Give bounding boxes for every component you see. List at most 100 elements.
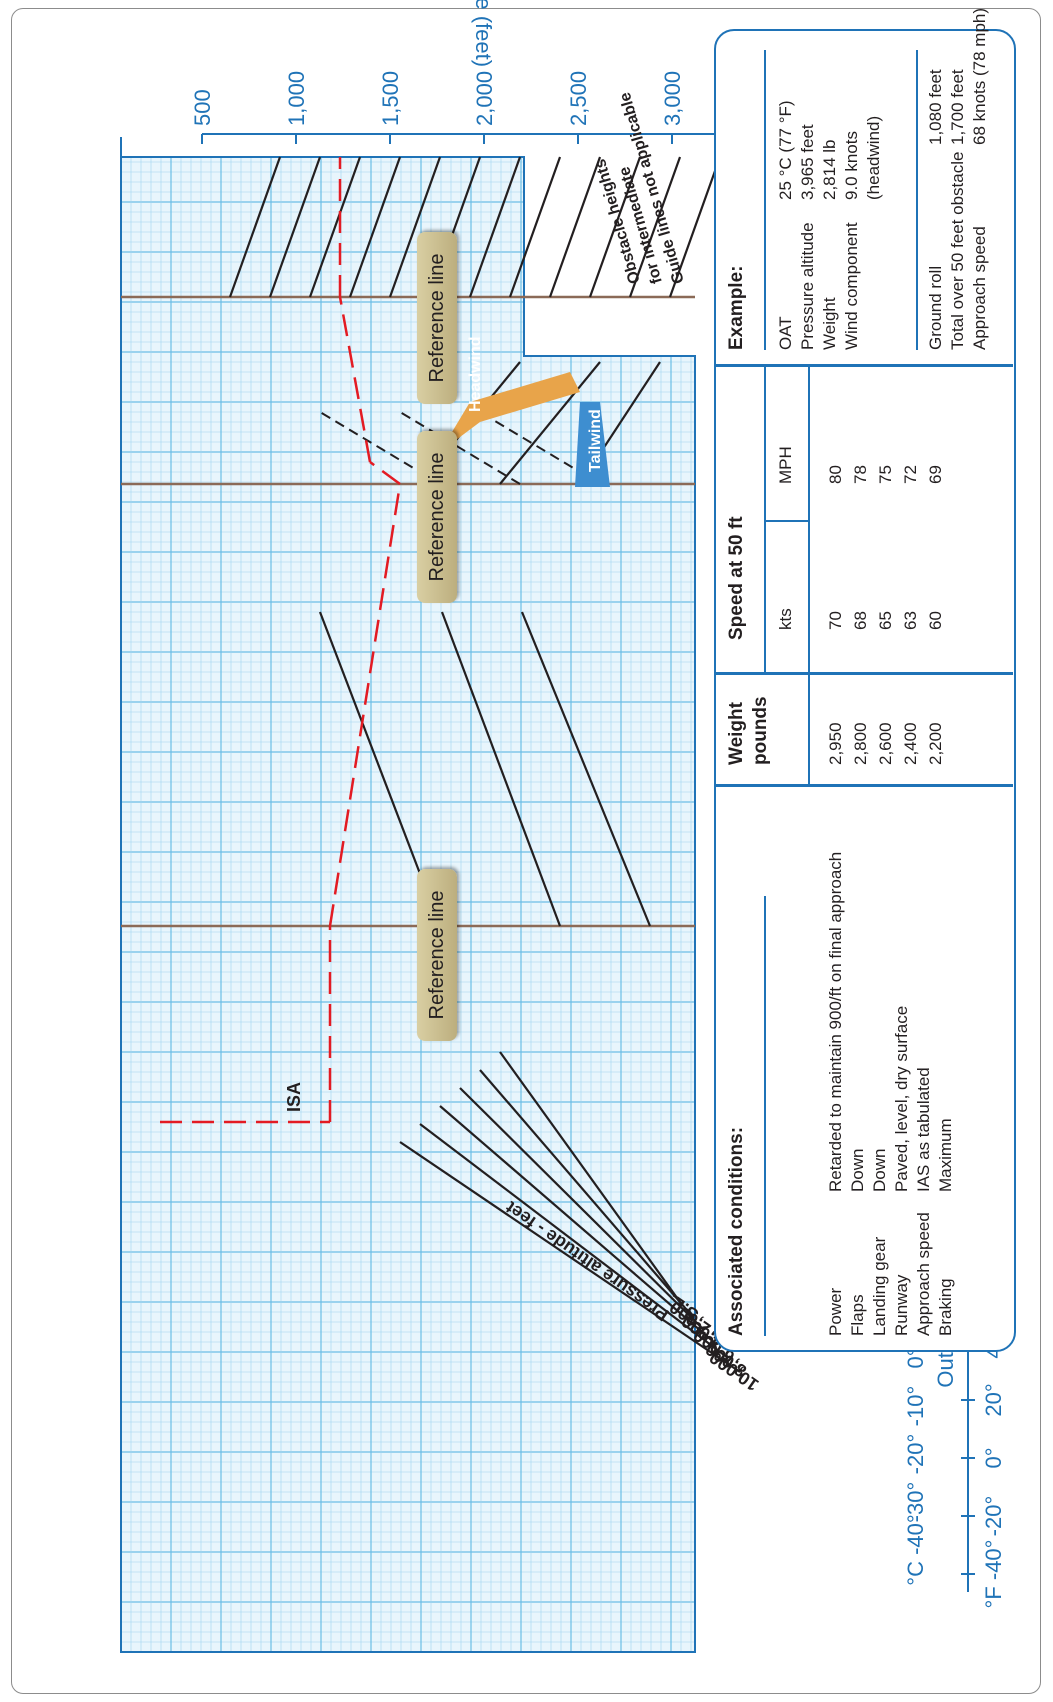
distance-tick-label: 1,000	[284, 71, 309, 126]
altitude-line	[459, 1087, 705, 1331]
weight-cell: 2,600	[876, 722, 895, 765]
example-label: Pressure altitude	[798, 222, 817, 350]
isa-label: ISA	[284, 1082, 304, 1112]
tailwind-guide-line	[399, 411, 521, 485]
example-value: 9.0 knots	[842, 131, 861, 200]
speed-header: Speed at 50 ft	[726, 516, 747, 640]
mph-cell: 72	[901, 465, 920, 484]
tailwind-arrow	[575, 402, 610, 487]
associated-label: Runway	[892, 1274, 911, 1336]
weight-cell: 2,200	[926, 722, 945, 765]
celsius-tick-label: °C -40°	[903, 1514, 928, 1585]
associated-value: Down	[848, 1148, 867, 1192]
obstacle-guide-line	[588, 156, 642, 298]
example-results-rule	[916, 50, 918, 350]
result-value: 68 knots (78 mph)	[970, 7, 989, 145]
example-title: Example:	[726, 265, 747, 350]
altitude-line	[439, 1105, 717, 1345]
altitude-line	[479, 1069, 693, 1317]
associated-label: Flaps	[848, 1294, 867, 1336]
obstacle-guide-line	[388, 156, 442, 298]
obstacle-guide-line	[628, 156, 682, 298]
mph-cell: 69	[926, 465, 945, 484]
mph-cell: 78	[851, 465, 870, 484]
kts-cell: 65	[876, 611, 895, 630]
example-label: Weight	[820, 297, 839, 350]
obstacle-guide-line	[228, 156, 282, 298]
headwind-arrow	[440, 372, 580, 452]
example-path-segment	[369, 460, 401, 486]
obstacle-guide-line	[548, 156, 602, 298]
kts-cell: 68	[851, 611, 870, 630]
celsius-tick-label: -20°	[903, 1434, 928, 1475]
associated-label: Approach speed	[914, 1212, 933, 1336]
associated-value: Retarded to maintain 900/ft on final app…	[826, 851, 845, 1192]
result-label: Total over 50 feet obstacle	[948, 151, 967, 350]
distance-tick-label: 2,000	[472, 71, 497, 126]
example-value: 25 °C (77 °F)	[776, 100, 795, 200]
weight-cell: 2,800	[851, 722, 870, 765]
obstacle-guide-line	[668, 156, 722, 298]
obstacle-background	[121, 157, 524, 356]
example-label: Wind component	[842, 222, 861, 350]
associated-value: Down	[870, 1148, 889, 1192]
example-value: 2,814 lb	[820, 139, 839, 201]
header-rule	[808, 367, 810, 787]
kts-mph-divider	[766, 520, 808, 522]
obstacle-guide-line	[508, 156, 562, 298]
weight-cell: 2,400	[901, 722, 920, 765]
associated-label: Braking	[936, 1278, 955, 1336]
weight-guide-line	[440, 611, 562, 927]
kts-header: kts	[776, 608, 795, 630]
kts-cell: 70	[826, 611, 845, 630]
weight-cell: 2,950	[826, 722, 845, 765]
fahrenheit-tick-label: -20°	[981, 1496, 1006, 1537]
reference-line-label-wind: Reference line	[417, 431, 457, 603]
example-label: OAT	[776, 316, 795, 350]
result-label: Approach speed	[970, 226, 989, 350]
associated-value: IAS as tabulated	[914, 1067, 933, 1192]
kts-cell: 60	[926, 611, 945, 630]
wind-guide-lines: Headwind Tailwind	[319, 336, 661, 487]
conditions-table: Associated conditions: Power Retarded to …	[714, 8, 1016, 1352]
obstacle-guide-line	[268, 156, 322, 298]
table-divider-1	[716, 784, 1013, 787]
example-value: 3,965 feet	[798, 124, 817, 200]
reference-line-label-obstacle: Reference line	[417, 232, 457, 404]
associated-underline	[764, 896, 766, 1336]
wind-guide-line	[499, 361, 601, 485]
distance-tick-label: 500	[190, 89, 215, 126]
example-path	[160, 157, 402, 1124]
weight-guide-line	[520, 611, 652, 927]
example-underline	[764, 50, 766, 350]
tailwind-label: Tailwind	[587, 409, 604, 472]
altitude-line	[399, 1141, 741, 1373]
kts-cell: 63	[901, 611, 920, 630]
example-path-segment	[328, 483, 402, 927]
weight-header-units: pounds	[750, 696, 771, 765]
obstacle-guide-line	[308, 156, 362, 298]
celsius-tick-label: -30°	[903, 1482, 928, 1523]
associated-label: Power	[826, 1287, 845, 1336]
celsius-tick-label: 0°	[903, 1347, 928, 1368]
result-label: Ground roll	[926, 265, 945, 350]
altitude-line	[499, 1051, 681, 1303]
celsius-tick-label: -10°	[903, 1386, 928, 1427]
plot-background	[121, 356, 695, 1652]
table-divider-3	[716, 364, 1013, 367]
mph-header: MPH	[776, 446, 795, 484]
associated-value: Maximum	[936, 1118, 955, 1192]
obstacle-guide-line	[468, 156, 522, 298]
mph-cell: 80	[826, 465, 845, 484]
fahrenheit-tick-label: °F -40°	[981, 1540, 1006, 1609]
distance-tick-label: 1,500	[378, 71, 403, 126]
associated-conditions-title: Associated conditions:	[726, 1126, 747, 1336]
example-path-segment	[338, 296, 372, 463]
altitude-line	[419, 1123, 729, 1359]
result-value: 1,080 feet	[926, 69, 945, 145]
distance-axis-title: Distance (feet)	[471, 0, 496, 67]
table-divider-2	[716, 672, 1013, 675]
